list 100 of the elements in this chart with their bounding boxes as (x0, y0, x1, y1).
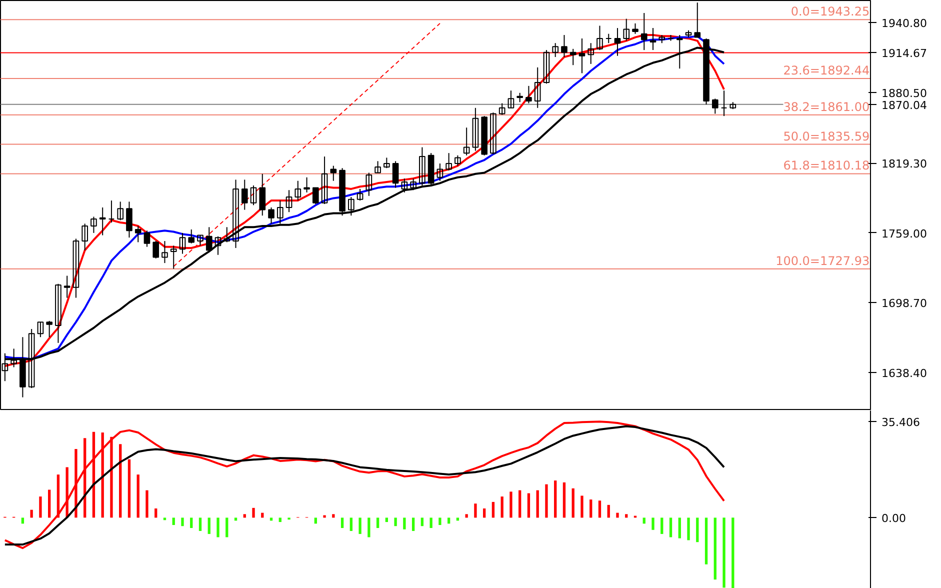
bar (243, 514, 246, 518)
candlestick (268, 206, 274, 224)
candlestick (188, 228, 195, 244)
bar (128, 459, 131, 518)
bar (385, 518, 388, 522)
bar (332, 514, 335, 518)
bar (181, 518, 184, 526)
bar (474, 504, 477, 518)
bar (358, 518, 362, 534)
candlestick (552, 42, 559, 58)
bar (234, 518, 238, 521)
bar (625, 514, 628, 518)
bar (510, 492, 512, 518)
candlestick (446, 152, 452, 171)
bar (669, 518, 672, 538)
bar (74, 449, 78, 518)
bar (216, 518, 220, 538)
ref-line-label: 0.0=1943.25 (790, 4, 870, 19)
ref-line-label: 23.6=1892.44 (783, 63, 870, 78)
candlestick (401, 178, 408, 193)
candlestick (366, 172, 372, 196)
bar (562, 482, 566, 518)
candlestick (72, 238, 80, 298)
bar (198, 518, 202, 531)
candlestick (436, 162, 444, 182)
bar (403, 518, 406, 530)
bar (412, 518, 415, 531)
bar (572, 488, 574, 518)
bar (252, 508, 255, 518)
candlestick (232, 179, 239, 248)
bar (190, 518, 193, 528)
candlestick (304, 176, 310, 193)
bar (580, 496, 584, 518)
candlestick (720, 90, 728, 117)
candlestick (276, 200, 284, 224)
bar (554, 480, 557, 518)
bar (110, 436, 113, 518)
ref-line-label: 61.8=1810.18 (783, 158, 870, 173)
candlestick (134, 225, 142, 243)
y-tick-label: 1638.40 (882, 367, 927, 380)
y-tick-label: 1759.00 (882, 227, 927, 240)
candlestick (463, 127, 470, 156)
candlestick (374, 160, 381, 174)
candlestick (321, 156, 328, 204)
candlestick (37, 322, 44, 338)
candlestick (55, 283, 62, 344)
bar (714, 518, 716, 580)
candlestick (170, 245, 177, 270)
candlestick (712, 98, 718, 114)
candlestick (498, 102, 506, 116)
candlestick (224, 226, 230, 243)
bar (376, 518, 380, 528)
bar (430, 518, 432, 528)
bar (323, 515, 326, 518)
candlestick (126, 201, 132, 238)
candlestick (348, 196, 354, 216)
bar (350, 518, 352, 531)
bar (119, 444, 122, 518)
candlestick (356, 188, 364, 202)
bar (21, 518, 24, 524)
candlestick (516, 92, 523, 103)
candlestick (241, 179, 248, 210)
bar (30, 510, 33, 518)
y-tick-label: 1880.50 (882, 86, 927, 100)
candlestick (162, 240, 168, 264)
bar (660, 518, 664, 534)
bar (500, 496, 504, 518)
bar (527, 493, 530, 518)
candlestick (179, 232, 186, 254)
candlestick (108, 200, 115, 224)
bar (590, 500, 592, 518)
candlestick (99, 206, 106, 236)
candlestick (570, 48, 576, 66)
bar (146, 490, 148, 518)
candlestick (632, 22, 638, 34)
candlestick (90, 216, 97, 234)
candlestick (640, 12, 648, 51)
bar (456, 518, 460, 521)
bar (732, 518, 734, 588)
candlestick (614, 28, 621, 56)
bar (536, 490, 539, 518)
bar (722, 518, 726, 588)
bar (545, 484, 548, 518)
y-tick-label: 1819.30 (882, 158, 927, 171)
candlestick (206, 226, 212, 252)
candlestick (588, 42, 594, 64)
candlestick (623, 18, 630, 42)
y-tick-label: 1870.04 (882, 98, 927, 112)
bar (482, 508, 486, 518)
candlestick (197, 234, 204, 246)
candlestick (650, 28, 656, 51)
candlestick (294, 180, 302, 202)
bar (518, 490, 522, 518)
bar (704, 518, 708, 564)
bar (642, 518, 646, 524)
bar (696, 518, 699, 542)
candlestick (410, 178, 416, 191)
bar (314, 518, 317, 524)
candlestick (330, 165, 337, 182)
y-tick-label: 1940.80 (882, 16, 927, 30)
